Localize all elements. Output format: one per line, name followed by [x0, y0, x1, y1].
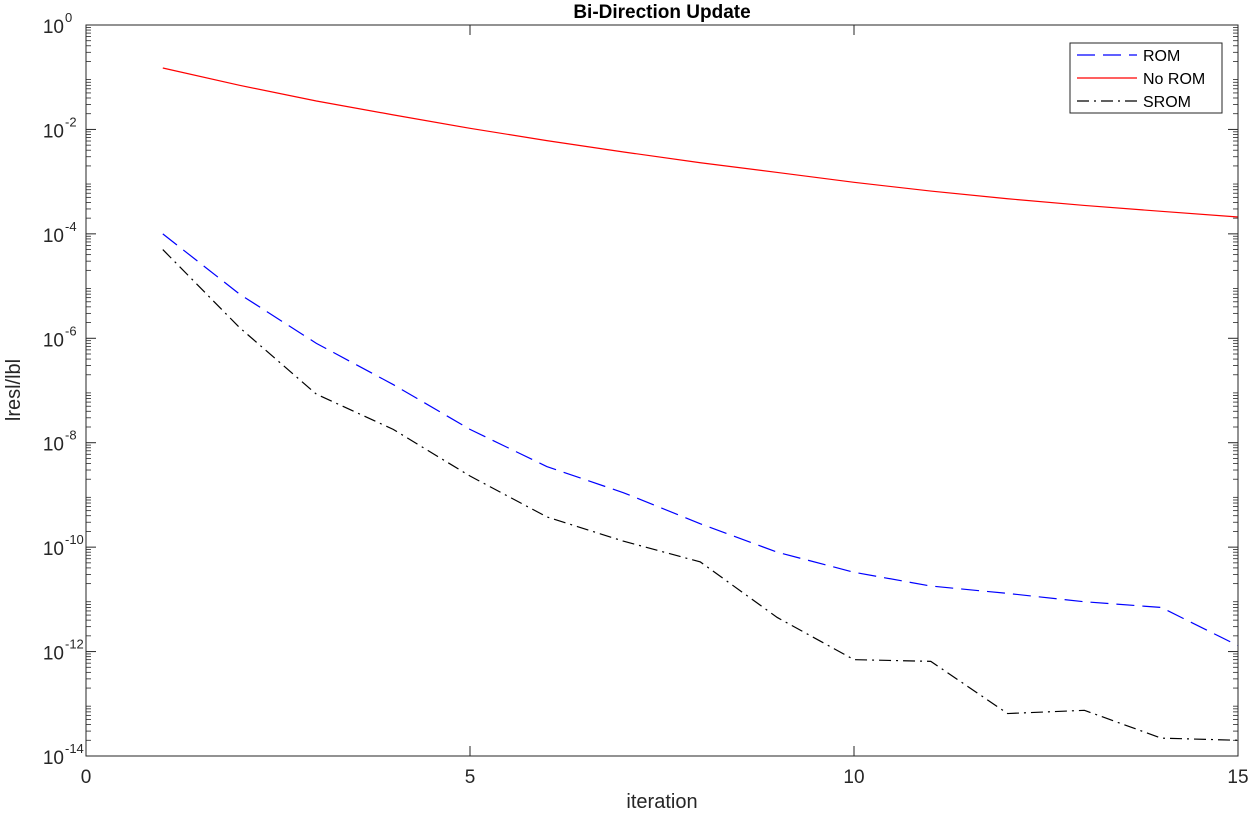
x-tick-label: 15: [1227, 767, 1248, 788]
series-line-rom: [162, 233, 1239, 647]
y-tick-exponent: -6: [65, 323, 77, 338]
series-line-srom: [162, 249, 1239, 741]
y-tick-label: 10: [43, 121, 64, 142]
legend-label: ROM: [1143, 48, 1180, 65]
legend-label: No ROM: [1143, 71, 1205, 88]
y-tick-label: 10: [43, 748, 64, 769]
y-tick-label: 10: [43, 644, 64, 665]
series-line-no-rom: [162, 67, 1239, 218]
y-axis-label: lresl/lbl: [3, 359, 25, 421]
x-tick-label: 10: [843, 767, 864, 788]
x-tick-label: 5: [465, 767, 476, 788]
plot-frame: [85, 24, 1239, 757]
x-axis-label: iteration: [626, 791, 697, 813]
lines-layer: [162, 67, 1239, 741]
y-tick-label: 10: [43, 17, 64, 38]
y-tick-exponent: -10: [65, 532, 84, 547]
legend: ROM No ROM SROM: [1069, 42, 1223, 114]
y-tick-label: 10: [43, 330, 64, 351]
x-tick-label: 0: [81, 767, 92, 788]
legend-label: SROM: [1143, 94, 1191, 111]
y-tick-exponent: -8: [65, 428, 77, 443]
y-tick-label: 10: [43, 226, 64, 247]
y-tick-label: 10: [43, 435, 64, 456]
chart-title: Bi-Direction Update: [573, 2, 750, 23]
y-tick-exponent: -4: [65, 219, 77, 234]
y-tick-exponent: -14: [65, 741, 84, 756]
y-tick-exponent: -2: [65, 114, 77, 129]
plot-area: [86, 25, 1238, 756]
y-tick-exponent: 0: [65, 10, 72, 25]
y-tick-exponent: -12: [65, 637, 84, 652]
y-tick-label: 10: [43, 539, 64, 560]
